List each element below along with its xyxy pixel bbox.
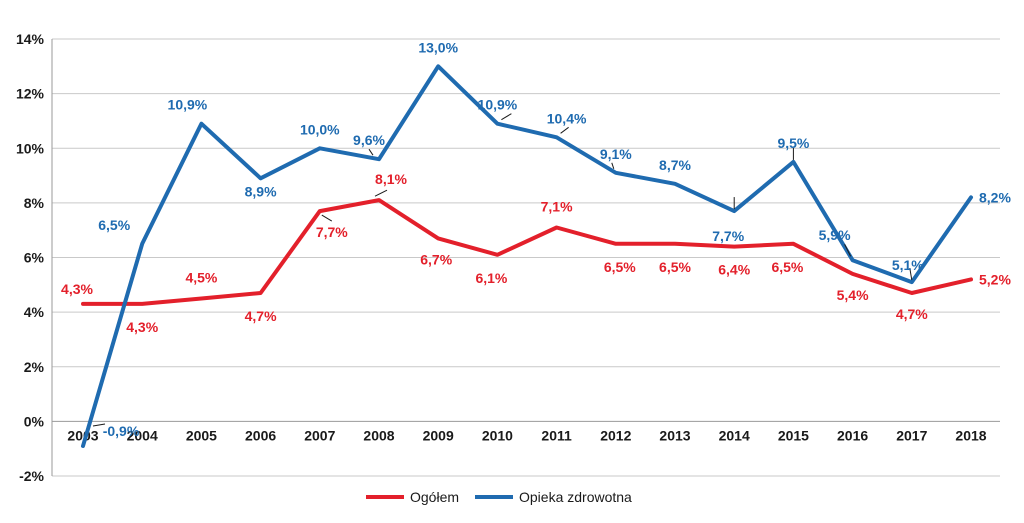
x-tick-label: 2018 bbox=[955, 427, 986, 443]
y-tick-label: 10% bbox=[16, 140, 45, 156]
data-label: 13,0% bbox=[418, 39, 458, 55]
x-tick-label: 2008 bbox=[363, 427, 394, 443]
x-tick-label: 2016 bbox=[837, 427, 868, 443]
x-tick-label: 2017 bbox=[896, 427, 927, 443]
data-label: 6,1% bbox=[475, 270, 507, 286]
data-label: 9,5% bbox=[777, 135, 809, 151]
data-label: 5,4% bbox=[837, 287, 869, 303]
data-label: 5,9% bbox=[819, 227, 851, 243]
data-labels: 4,3% 4,3% 4,5% 4,7% 7,7% 8,1% 6,7% 6,1% 7,1% 6,5%… bbox=[61, 39, 1011, 439]
data-label: 7,1% bbox=[541, 198, 573, 214]
data-label: 6,7% bbox=[420, 251, 452, 267]
label-leader-line bbox=[611, 162, 615, 169]
x-tick-label: 2005 bbox=[186, 427, 217, 443]
legend-label: Ogółem bbox=[410, 489, 459, 505]
x-tick-label: 2006 bbox=[245, 427, 276, 443]
x-tick-label: 2015 bbox=[778, 427, 809, 443]
data-label: 6,5% bbox=[604, 259, 636, 275]
data-label: 10,9% bbox=[478, 97, 518, 113]
data-label: 8,2% bbox=[979, 189, 1011, 205]
series-lines bbox=[81, 64, 973, 448]
y-tick-label: 14% bbox=[16, 31, 45, 47]
data-label: 6,5% bbox=[98, 217, 130, 233]
label-leader-line bbox=[92, 423, 106, 427]
x-tick-label: 2009 bbox=[423, 427, 454, 443]
x-tick-label: 2003 bbox=[67, 427, 98, 443]
data-label: 6,5% bbox=[659, 259, 691, 275]
data-label: 4,3% bbox=[126, 319, 158, 335]
data-label: 4,7% bbox=[896, 306, 928, 322]
data-label: 5,2% bbox=[979, 271, 1011, 287]
data-label: 8,1% bbox=[375, 171, 407, 187]
y-tick-label: 4% bbox=[24, 304, 45, 320]
data-label: 8,9% bbox=[245, 183, 277, 199]
gridlines bbox=[52, 38, 1000, 477]
x-tick-label: 2004 bbox=[127, 427, 158, 443]
x-tick-label: 2014 bbox=[719, 427, 750, 443]
x-tick-label: 2007 bbox=[304, 427, 335, 443]
label-leader-line bbox=[368, 148, 374, 156]
y-axis-tick-labels: -2% 0% 2% 4% 6% 8% 10% 12% 14% bbox=[16, 31, 45, 484]
y-tick-label: 8% bbox=[24, 195, 45, 211]
data-label: -0,9% bbox=[103, 423, 140, 439]
data-label: 7,7% bbox=[316, 224, 348, 240]
x-tick-label: 2010 bbox=[482, 427, 513, 443]
series-line-ogolem bbox=[81, 198, 973, 306]
data-label: 10,4% bbox=[547, 110, 587, 126]
label-leader-line bbox=[844, 244, 852, 257]
data-label: 9,1% bbox=[600, 146, 632, 162]
y-tick-label: 6% bbox=[24, 250, 45, 266]
y-tick-label: -2% bbox=[19, 468, 44, 484]
data-label: 5,1% bbox=[892, 257, 924, 273]
x-tick-label: 2013 bbox=[659, 427, 690, 443]
data-label: 7,7% bbox=[712, 228, 744, 244]
label-leader-line bbox=[321, 214, 333, 222]
data-label: 6,4% bbox=[718, 262, 750, 278]
data-label: 4,3% bbox=[61, 281, 93, 297]
label-leader-line bbox=[501, 113, 512, 121]
legend: Ogółem Opieka zdrowotna bbox=[366, 489, 632, 505]
data-label: 10,9% bbox=[168, 97, 208, 113]
label-leader-line bbox=[909, 267, 913, 281]
legend-label: Opieka zdrowotna bbox=[519, 489, 632, 505]
label-leader-line bbox=[560, 126, 569, 134]
axes bbox=[51, 39, 1000, 476]
label-leader-lines bbox=[92, 113, 913, 427]
data-label: 6,5% bbox=[771, 259, 803, 275]
data-label: 4,5% bbox=[185, 269, 217, 285]
x-tick-label: 2011 bbox=[541, 427, 572, 443]
data-label: 4,7% bbox=[245, 308, 277, 324]
series-line-opieka-zdrowotna bbox=[81, 64, 973, 448]
x-tick-label: 2012 bbox=[600, 427, 631, 443]
y-tick-label: 0% bbox=[24, 413, 45, 429]
label-leader-line bbox=[374, 189, 388, 197]
data-label: 9,6% bbox=[353, 132, 385, 148]
data-label: 8,7% bbox=[659, 157, 691, 173]
data-label: 10,0% bbox=[300, 121, 340, 137]
x-axis-tick-labels: 2003 2004 2005 2006 2007 2008 2009 2010 2011 2012… bbox=[67, 427, 986, 443]
y-tick-label: 2% bbox=[24, 359, 45, 375]
y-tick-label: 12% bbox=[16, 86, 45, 102]
